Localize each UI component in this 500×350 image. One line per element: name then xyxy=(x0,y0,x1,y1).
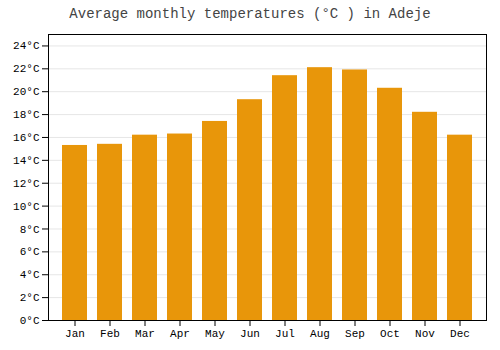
svg-text:Oct: Oct xyxy=(380,328,400,340)
svg-text:8°C: 8°C xyxy=(20,224,40,236)
svg-text:12°C: 12°C xyxy=(13,178,40,190)
svg-text:18°C: 18°C xyxy=(13,109,40,121)
svg-text:Jul: Jul xyxy=(275,328,295,340)
svg-text:20°C: 20°C xyxy=(13,86,40,98)
svg-text:14°C: 14°C xyxy=(13,155,40,167)
svg-text:May: May xyxy=(205,328,225,340)
svg-text:Sep: Sep xyxy=(345,328,365,340)
svg-text:Dec: Dec xyxy=(450,328,470,340)
svg-text:16°C: 16°C xyxy=(13,132,40,144)
svg-text:24°C: 24°C xyxy=(13,40,40,52)
svg-text:6°C: 6°C xyxy=(20,246,40,258)
svg-text:2°C: 2°C xyxy=(20,292,40,304)
svg-text:Feb: Feb xyxy=(100,328,120,340)
svg-text:Mar: Mar xyxy=(135,328,155,340)
svg-text:10°C: 10°C xyxy=(13,201,40,213)
svg-text:Apr: Apr xyxy=(170,328,190,340)
svg-text:4°C: 4°C xyxy=(20,269,40,281)
html-text:Average monthly temperatures (: Average monthly temperatures (°C ) in Ad… xyxy=(69,6,431,22)
svg-text:Jun: Jun xyxy=(240,328,260,340)
svg-text:Jan: Jan xyxy=(65,328,85,340)
svg-text:0°C: 0°C xyxy=(20,315,40,327)
svg-text:Aug: Aug xyxy=(310,328,330,340)
svg-text:22°C: 22°C xyxy=(13,63,40,75)
svg-text:Nov: Nov xyxy=(415,328,435,340)
